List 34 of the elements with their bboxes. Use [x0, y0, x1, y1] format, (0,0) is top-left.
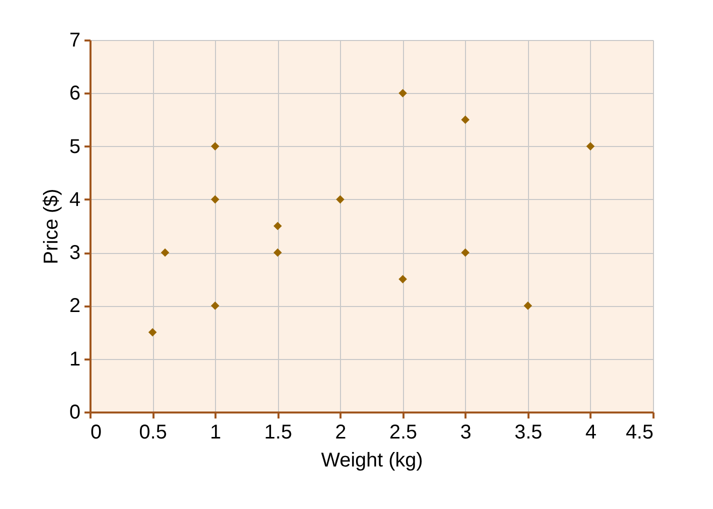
point — [398, 274, 407, 284]
point — [210, 195, 220, 204]
point — [160, 248, 170, 257]
y-tick-label: 6 — [69, 82, 80, 105]
x-tick-label: 0 — [90, 422, 102, 444]
point — [524, 302, 532, 310]
point — [398, 88, 407, 98]
point — [210, 142, 220, 150]
point — [586, 142, 595, 150]
x-tick-label: 0.5 — [139, 422, 167, 444]
x-tick-label: 4.5 — [626, 422, 654, 444]
y-tick-label: 4 — [69, 188, 80, 211]
point — [210, 302, 220, 310]
y-tick-label: 5 — [69, 136, 80, 158]
y-tick-label: 3 — [69, 242, 80, 264]
point — [336, 195, 344, 204]
x-tick-label: 3.5 — [514, 422, 542, 444]
x-tick-label: 1 — [210, 422, 222, 444]
x-tick-label: 2 — [335, 422, 346, 444]
point — [273, 222, 282, 230]
x-tick-label: 4 — [585, 422, 597, 444]
y-tick-label: 7 — [69, 30, 80, 52]
x-tick-label: 3 — [460, 422, 472, 444]
point — [148, 328, 157, 336]
point — [273, 248, 282, 257]
point — [461, 116, 470, 124]
x-tick-label: 2.5 — [389, 422, 418, 444]
x-tick-label: 1.5 — [264, 422, 292, 444]
y-tick-label: 1 — [69, 348, 80, 370]
x-axis-title: Weight (kg) — [321, 450, 423, 472]
point — [461, 248, 470, 257]
y-axis-title: Price ($) — [40, 188, 62, 264]
y-tick-label: 2 — [69, 295, 80, 318]
y-tick-label: 0 — [69, 402, 80, 424]
